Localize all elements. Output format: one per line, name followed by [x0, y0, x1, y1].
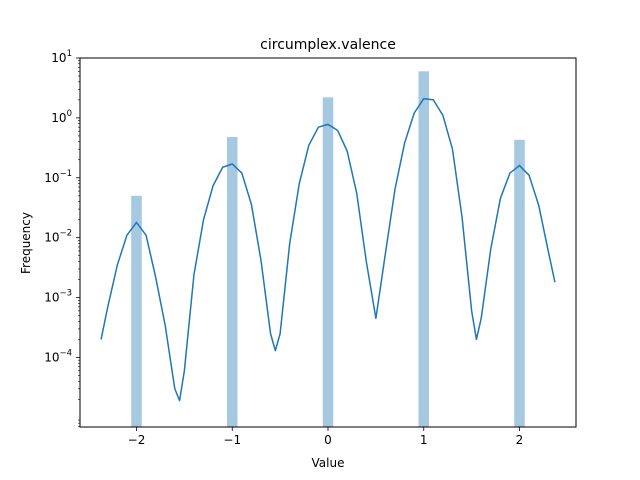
y-tick-label-0: 101: [51, 49, 72, 65]
histogram-bar-1: [226, 136, 238, 428]
bars-layer: [131, 71, 525, 428]
y-tick-label-3: 10−2: [44, 229, 72, 245]
y-tick-label-1: 100: [51, 109, 72, 125]
histogram-bar-0: [131, 195, 142, 427]
histogram-bar-2: [322, 97, 334, 427]
x-tick-label-1: −1: [223, 433, 241, 447]
y-tick-label-2: 10−1: [44, 169, 72, 185]
x-tick-label-2: 0: [324, 433, 332, 447]
y-ticks: 101 100 10−1 10−2 10−3 10−4: [44, 49, 80, 427]
y-tick-label-4: 10−3: [44, 289, 72, 305]
kde-curve-layer: [100, 97, 556, 402]
x-ticks: −2 −1 0 1 2: [128, 427, 524, 447]
x-tick-label-3: 1: [420, 433, 428, 447]
x-tick-label-0: −2: [128, 433, 146, 447]
histogram-bar-3: [418, 71, 430, 427]
x-tick-label-4: 2: [516, 433, 524, 447]
y-axis-label: Frequency: [19, 212, 33, 274]
y-tick-label-5: 10−4: [44, 348, 72, 364]
chart-title: circumplex.valence: [260, 37, 396, 53]
histogram-bar-4: [514, 139, 525, 427]
kde-curve-line: [100, 97, 556, 402]
x-axis-label: Value: [312, 456, 345, 470]
